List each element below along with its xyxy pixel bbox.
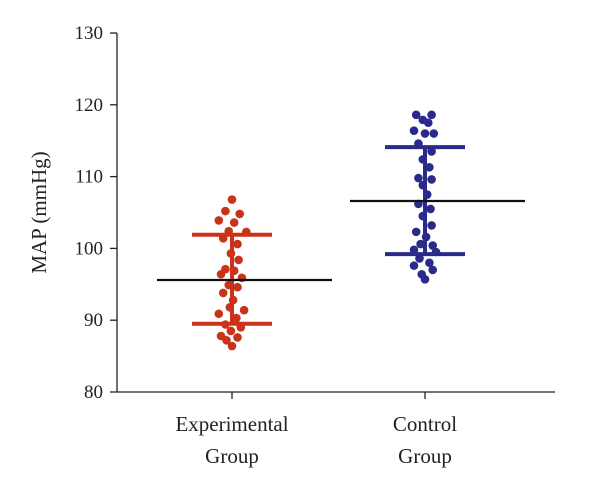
data-point (227, 341, 237, 351)
data-point (222, 336, 231, 345)
data-point (428, 241, 438, 250)
x-category-label-line2: Group (398, 444, 452, 468)
data-point (425, 258, 434, 268)
data-point (420, 274, 430, 284)
data-point (414, 173, 423, 183)
data-point (411, 227, 421, 237)
data-point (415, 254, 424, 263)
data-point (239, 305, 249, 315)
data-point (214, 309, 224, 319)
data-point (427, 147, 436, 156)
y-tick-label: 90 (84, 310, 103, 331)
data-point (226, 326, 236, 336)
y-axis-title: MAP (mmHg) (27, 151, 51, 273)
data-point (229, 266, 239, 275)
data-point (409, 126, 419, 135)
data-point (427, 221, 436, 230)
data-point (229, 218, 239, 227)
data-point (216, 269, 226, 279)
data-point (218, 288, 228, 298)
y-tick-label: 120 (75, 95, 104, 116)
x-category-label-line2: Group (205, 444, 259, 468)
data-point (418, 211, 428, 221)
data-point (232, 313, 241, 323)
data-point (221, 206, 230, 216)
data-point (416, 239, 425, 249)
data-point (224, 280, 233, 290)
data-point (233, 239, 242, 249)
data-point (235, 209, 244, 219)
data-point (429, 129, 439, 138)
data-point (226, 249, 236, 258)
data-point (426, 204, 435, 214)
data-point (418, 155, 428, 164)
data-point (225, 302, 235, 312)
data-point (233, 333, 242, 342)
data-point (421, 232, 431, 242)
data-point (427, 110, 436, 120)
y-tick-label: 80 (84, 382, 103, 403)
data-point (228, 295, 238, 305)
data-point (422, 190, 432, 199)
series-group (157, 195, 332, 351)
y-tick-label: 110 (75, 167, 103, 188)
series-group (350, 110, 525, 284)
data-point (227, 195, 237, 204)
data-point (214, 216, 224, 225)
data-point (418, 180, 428, 190)
data-point (420, 129, 430, 138)
data-point (427, 175, 436, 184)
data-point (424, 118, 433, 128)
data-point (411, 110, 421, 120)
x-category-label: Control (393, 412, 457, 436)
x-category-label: Experimental (175, 412, 288, 436)
data-point (409, 245, 419, 255)
y-tick-label: 130 (75, 23, 104, 44)
data-point (409, 261, 419, 270)
data-point (428, 265, 438, 275)
data-point (425, 162, 434, 172)
y-tick-label: 100 (75, 238, 104, 259)
data-point (234, 255, 243, 265)
data-point (233, 282, 242, 292)
